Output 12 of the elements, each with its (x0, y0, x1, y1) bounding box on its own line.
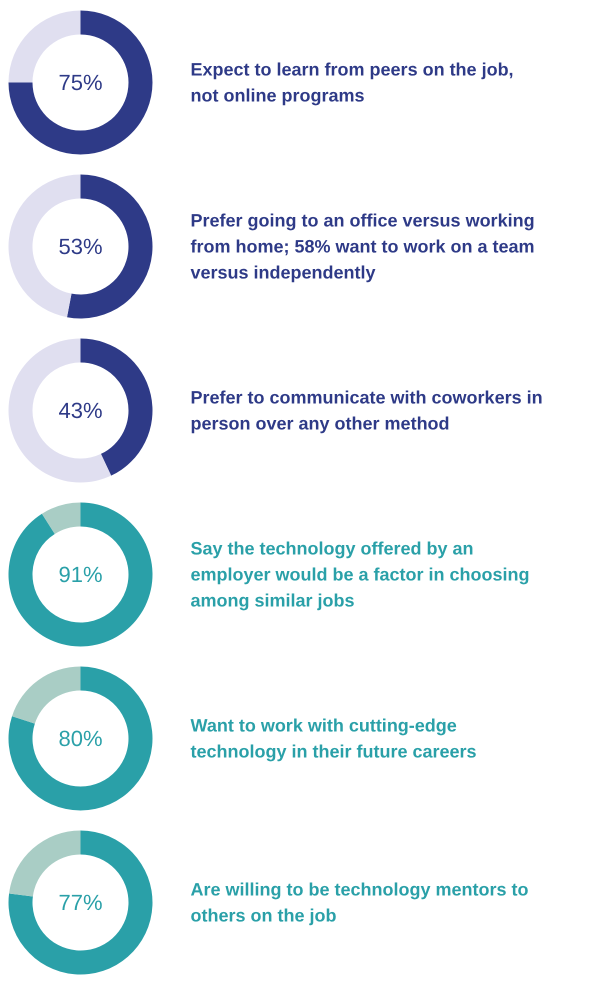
data-label: 75% (58, 70, 103, 95)
text: Expect to learn from peers on the job, not online programs (190, 60, 514, 106)
data-label: 77% (58, 890, 103, 915)
text: Are willing to be technology mentors to others on the job (190, 880, 529, 926)
data-label: 53% (58, 234, 103, 259)
text: Prefer going to an office versus working from home; 58% want to work on a team versus independently (190, 210, 535, 282)
data-label: 91% (58, 562, 103, 587)
text: Want to work with cutting-edge technology in their future careers (190, 716, 477, 762)
data-label: 43% (58, 398, 103, 423)
text: Prefer to communicate with coworkers in person over any other method (190, 388, 543, 434)
data-label: 80% (58, 726, 103, 751)
text: Say the technology offered by an employer would be a factor in choosing among similar jobs (190, 538, 530, 610)
